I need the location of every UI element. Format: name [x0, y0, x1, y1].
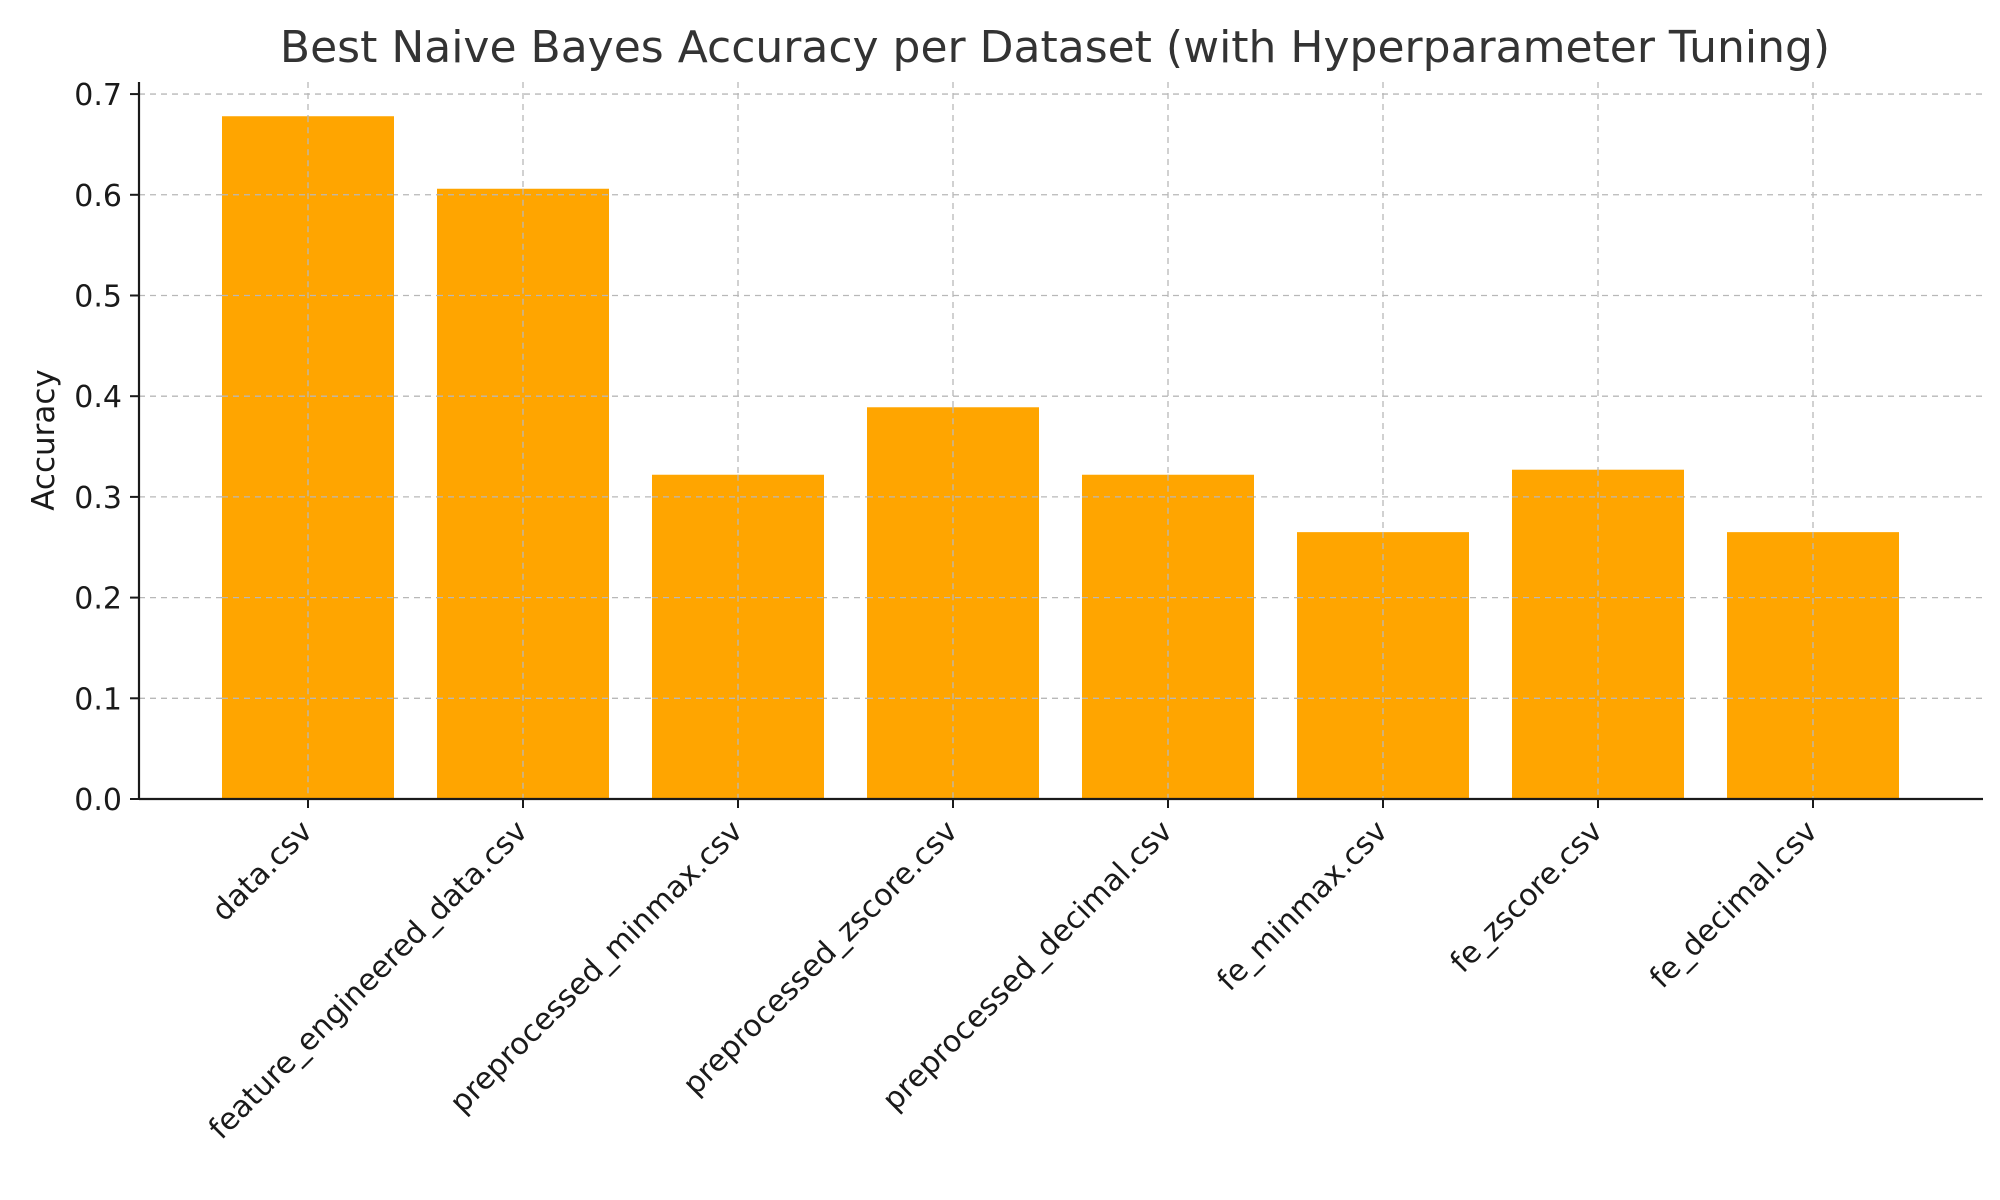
- y-tick-label: 0.5: [74, 279, 122, 314]
- axes-layer: [137, 82, 1983, 801]
- bar: [652, 474, 824, 799]
- bars-layer: [222, 116, 1899, 799]
- x-tick-label: fe_decimal.csv: [1643, 814, 1825, 996]
- x-tick-label: fe_minmax.csv: [1211, 814, 1395, 998]
- y-tick-label: 0.6: [74, 179, 122, 214]
- chart-title: Best Naive Bayes Accuracy per Dataset (w…: [280, 22, 1830, 73]
- y-axis-label: Accuracy: [26, 369, 62, 511]
- y-tick-label: 0.4: [74, 380, 122, 415]
- y-tick-label: 0.2: [74, 582, 122, 617]
- x-tick-label: data.csv: [205, 814, 320, 929]
- x-ticks-layer: data.csvfeature_engineered_data.csvprepr…: [202, 799, 1825, 1146]
- x-tick-label: fe_zscore.csv: [1444, 814, 1610, 980]
- y-tick-label: 0.7: [74, 78, 122, 113]
- bar: [867, 407, 1039, 799]
- bar: [1512, 469, 1684, 799]
- grid-layer: [139, 82, 1983, 799]
- bar: [1082, 474, 1254, 799]
- y-ticks-layer: 0.0 0.1 0.2 0.3 0.4 0.5 0.6 0.7: [74, 78, 139, 818]
- y-tick-label: 0.3: [74, 481, 122, 516]
- y-tick-label: 0.1: [74, 682, 122, 717]
- y-tick-label: 0.0: [74, 783, 122, 818]
